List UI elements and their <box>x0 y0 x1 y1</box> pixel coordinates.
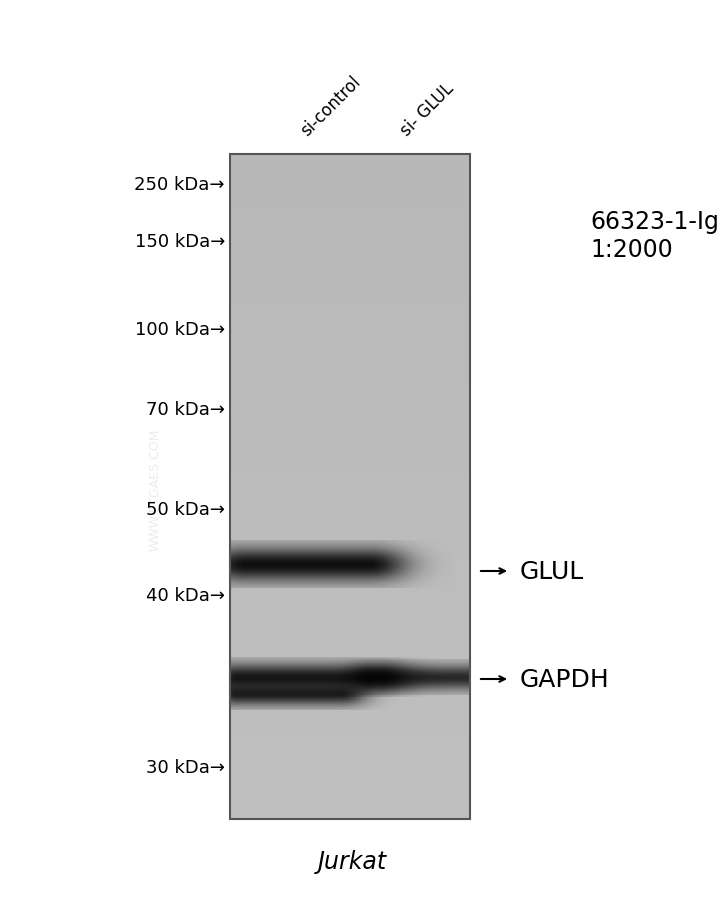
Text: 70 kDa→: 70 kDa→ <box>146 400 225 419</box>
Text: Jurkat: Jurkat <box>318 849 387 873</box>
Text: 40 kDa→: 40 kDa→ <box>146 586 225 604</box>
Text: GLUL: GLUL <box>520 559 585 584</box>
Text: GAPDH: GAPDH <box>520 667 610 691</box>
Text: si-control: si-control <box>297 73 364 140</box>
Text: 150 kDa→: 150 kDa→ <box>134 233 225 251</box>
Text: 250 kDa→: 250 kDa→ <box>134 176 225 194</box>
Text: 66323-1-Ig
1:2000: 66323-1-Ig 1:2000 <box>590 210 719 262</box>
Text: si- GLUL: si- GLUL <box>397 79 457 140</box>
Text: WWW.PTGAES.COM: WWW.PTGAES.COM <box>148 428 161 550</box>
Text: 100 kDa→: 100 kDa→ <box>135 320 225 338</box>
Text: 50 kDa→: 50 kDa→ <box>146 501 225 519</box>
Bar <box>230 155 470 819</box>
Text: 30 kDa→: 30 kDa→ <box>146 759 225 776</box>
